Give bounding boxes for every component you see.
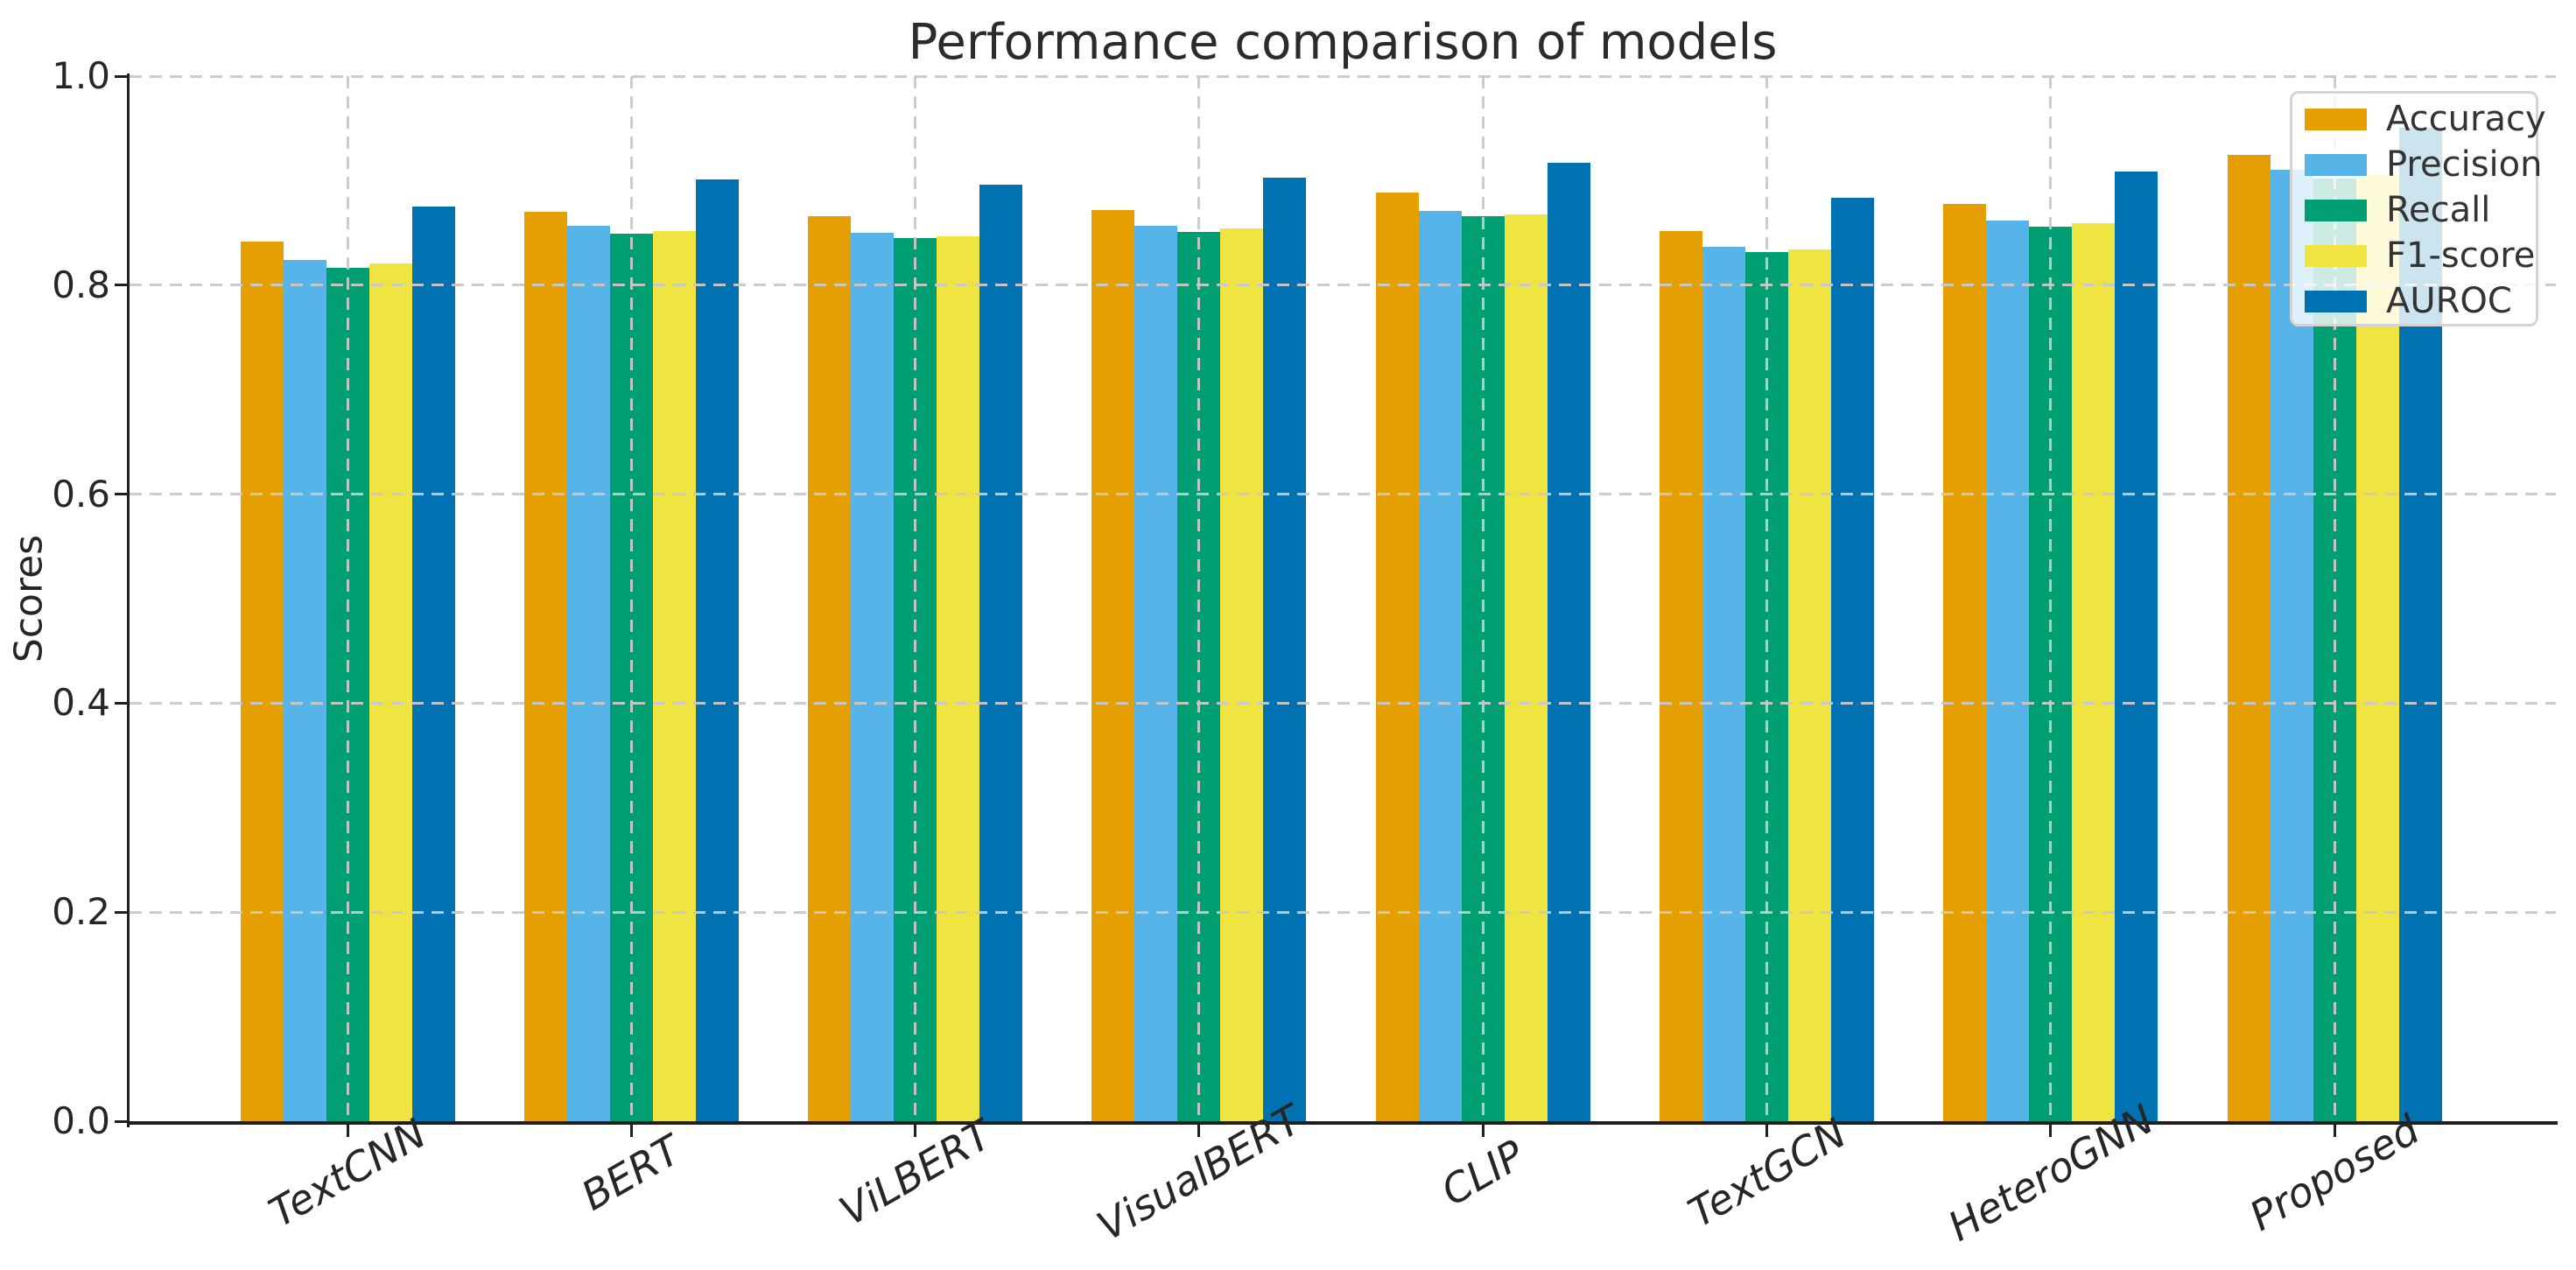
bar-bert-precision xyxy=(566,225,610,1121)
legend-item-precision: Precision xyxy=(2292,142,2542,187)
x-tick-label: CLIP xyxy=(1433,1130,1533,1216)
legend: Accuracy Precision Recall F1-score AUROC xyxy=(2290,91,2546,326)
bar-vilbert-f1-score xyxy=(937,235,980,1121)
bar-textgcn-accuracy xyxy=(1660,230,1702,1121)
gridline-vertical xyxy=(1481,76,1485,1121)
x-tick-mark xyxy=(1765,1125,1768,1137)
gridline-horizontal xyxy=(130,284,2556,287)
y-tick-mark xyxy=(115,493,127,496)
legend-item-accuracy: Accuracy xyxy=(2292,96,2546,142)
y-axis-spine xyxy=(127,74,130,1127)
gridline-vertical xyxy=(346,76,349,1121)
y-tick-label: 1.0 xyxy=(52,54,110,97)
legend-label: Precision xyxy=(2386,144,2543,185)
x-tick-mark xyxy=(629,1125,633,1137)
bar-clip-accuracy xyxy=(1375,192,1419,1121)
bar-textcnn-auroc xyxy=(411,207,455,1121)
y-tick-label: 0.2 xyxy=(52,890,110,934)
x-axis-spine xyxy=(127,1121,2558,1125)
bar-heterognn-precision xyxy=(1986,220,2030,1121)
bar-textgcn-auroc xyxy=(1831,197,1874,1121)
gridline-horizontal xyxy=(130,493,2556,496)
x-tick-mark xyxy=(1197,1125,1201,1137)
y-axis-label: Scores xyxy=(6,534,52,663)
gridline-vertical xyxy=(629,76,633,1121)
bar-visualbert-auroc xyxy=(1263,177,1307,1121)
legend-label: Accuracy xyxy=(2386,99,2546,139)
y-tick-label: 0.4 xyxy=(52,681,110,725)
bar-bert-accuracy xyxy=(523,212,567,1121)
legend-label: AUROC xyxy=(2386,281,2512,321)
bar-vilbert-precision xyxy=(851,233,895,1121)
y-tick-label: 0.8 xyxy=(52,263,110,306)
bar-clip-precision xyxy=(1418,211,1462,1121)
y-tick-mark xyxy=(115,1119,127,1123)
bar-visualbert-accuracy xyxy=(1091,209,1135,1121)
bar-bert-auroc xyxy=(695,179,739,1121)
x-tick-mark xyxy=(914,1125,917,1137)
bar-textcnn-accuracy xyxy=(240,241,284,1121)
gridline-vertical xyxy=(2049,76,2053,1121)
legend-swatch-auroc xyxy=(2305,290,2367,312)
legend-item-f1-score: F1-score xyxy=(2292,233,2536,278)
gridline-vertical xyxy=(914,76,917,1121)
bar-visualbert-f1-score xyxy=(1220,228,1264,1121)
y-tick-label: 0.0 xyxy=(52,1099,110,1142)
gridline-horizontal xyxy=(130,74,2556,78)
bar-textcnn-precision xyxy=(283,260,326,1121)
x-tick-mark xyxy=(1481,1125,1485,1137)
legend-swatch-precision xyxy=(2305,153,2367,176)
bar-clip-f1-score xyxy=(1504,214,1548,1121)
legend-swatch-accuracy xyxy=(2305,108,2367,130)
gridline-horizontal xyxy=(130,701,2556,705)
bar-proposed-f1-score xyxy=(2355,175,2399,1121)
gridline-vertical xyxy=(2333,76,2336,1121)
y-tick-mark xyxy=(115,74,127,78)
legend-item-auroc: AUROC xyxy=(2292,278,2536,324)
x-tick-mark xyxy=(346,1125,349,1137)
gridline-vertical xyxy=(1197,76,1201,1121)
y-tick-mark xyxy=(115,284,127,287)
x-tick-label: BERT xyxy=(573,1126,690,1220)
bar-vilbert-accuracy xyxy=(808,215,852,1121)
bar-clip-auroc xyxy=(1547,163,1590,1121)
chart-title: Performance comparison of models xyxy=(908,14,1778,71)
legend-swatch-f1-score xyxy=(2305,244,2367,267)
bar-bert-f1-score xyxy=(652,230,696,1121)
legend-item-recall: Recall xyxy=(2292,187,2536,233)
bar-visualbert-precision xyxy=(1134,225,1178,1121)
x-tick-mark xyxy=(2049,1125,2053,1137)
bar-textgcn-precision xyxy=(1702,246,1745,1121)
bar-heterognn-accuracy xyxy=(1943,203,1987,1121)
legend-label: F1-score xyxy=(2386,235,2536,276)
legend-label: Recall xyxy=(2386,190,2491,230)
bar-textcnn-f1-score xyxy=(369,263,412,1121)
y-tick-mark xyxy=(115,910,127,914)
bar-heterognn-auroc xyxy=(2115,171,2158,1121)
legend-swatch-recall xyxy=(2305,199,2367,221)
bar-vilbert-auroc xyxy=(979,185,1023,1121)
y-tick-mark xyxy=(115,701,127,705)
bar-heterognn-f1-score xyxy=(2072,223,2116,1121)
x-tick-mark xyxy=(2333,1125,2336,1137)
bar-proposed-accuracy xyxy=(2227,154,2271,1121)
y-tick-label: 0.6 xyxy=(52,472,110,516)
bar-textgcn-f1-score xyxy=(1788,249,1831,1121)
gridline-horizontal xyxy=(130,910,2556,914)
gridline-vertical xyxy=(1765,76,1768,1121)
bar-proposed-precision xyxy=(2270,170,2313,1121)
